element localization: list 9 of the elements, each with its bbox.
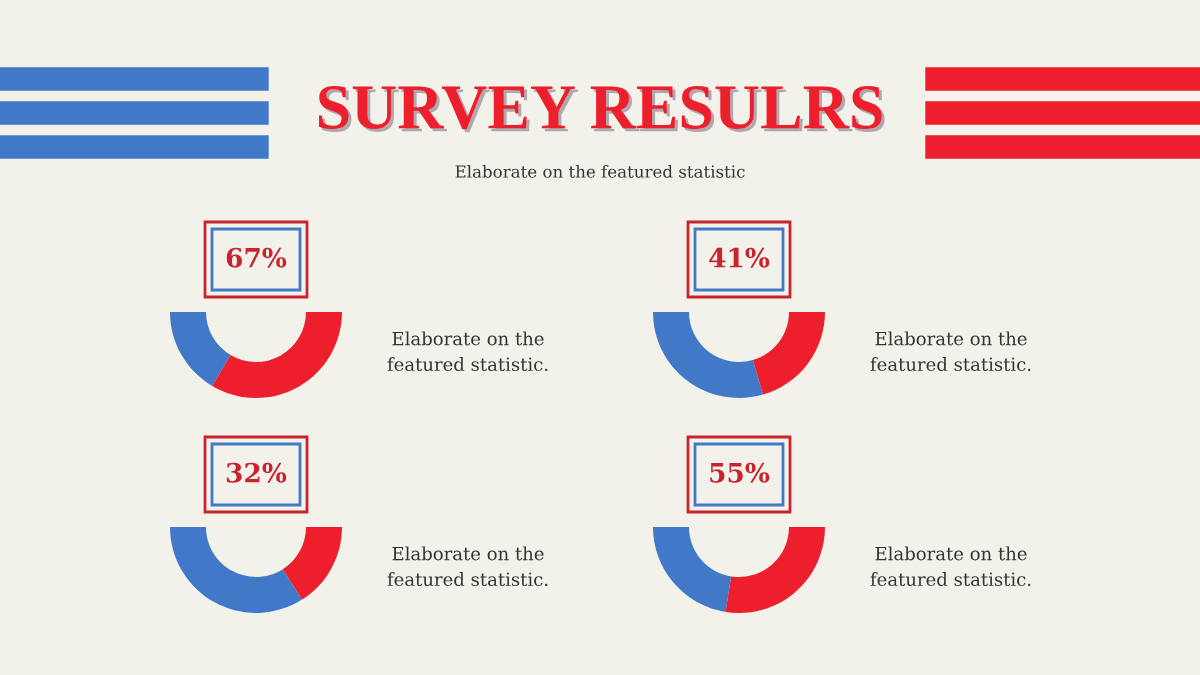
chart-title: 67%	[226, 247, 287, 268]
chart-title: 55%	[710, 462, 770, 483]
text: Elaborate on the featured statistic	[455, 164, 745, 178]
chart-title: 41%	[709, 247, 770, 268]
text: Elaborate on the featured statistic.	[387, 331, 548, 372]
text: Elaborate on the featured statistic.	[387, 546, 548, 587]
text: Elaborate on the featured statistic.	[870, 331, 1031, 372]
chart-title: 32%	[226, 462, 287, 483]
text: Elaborate on the featured statistic.	[870, 546, 1031, 587]
